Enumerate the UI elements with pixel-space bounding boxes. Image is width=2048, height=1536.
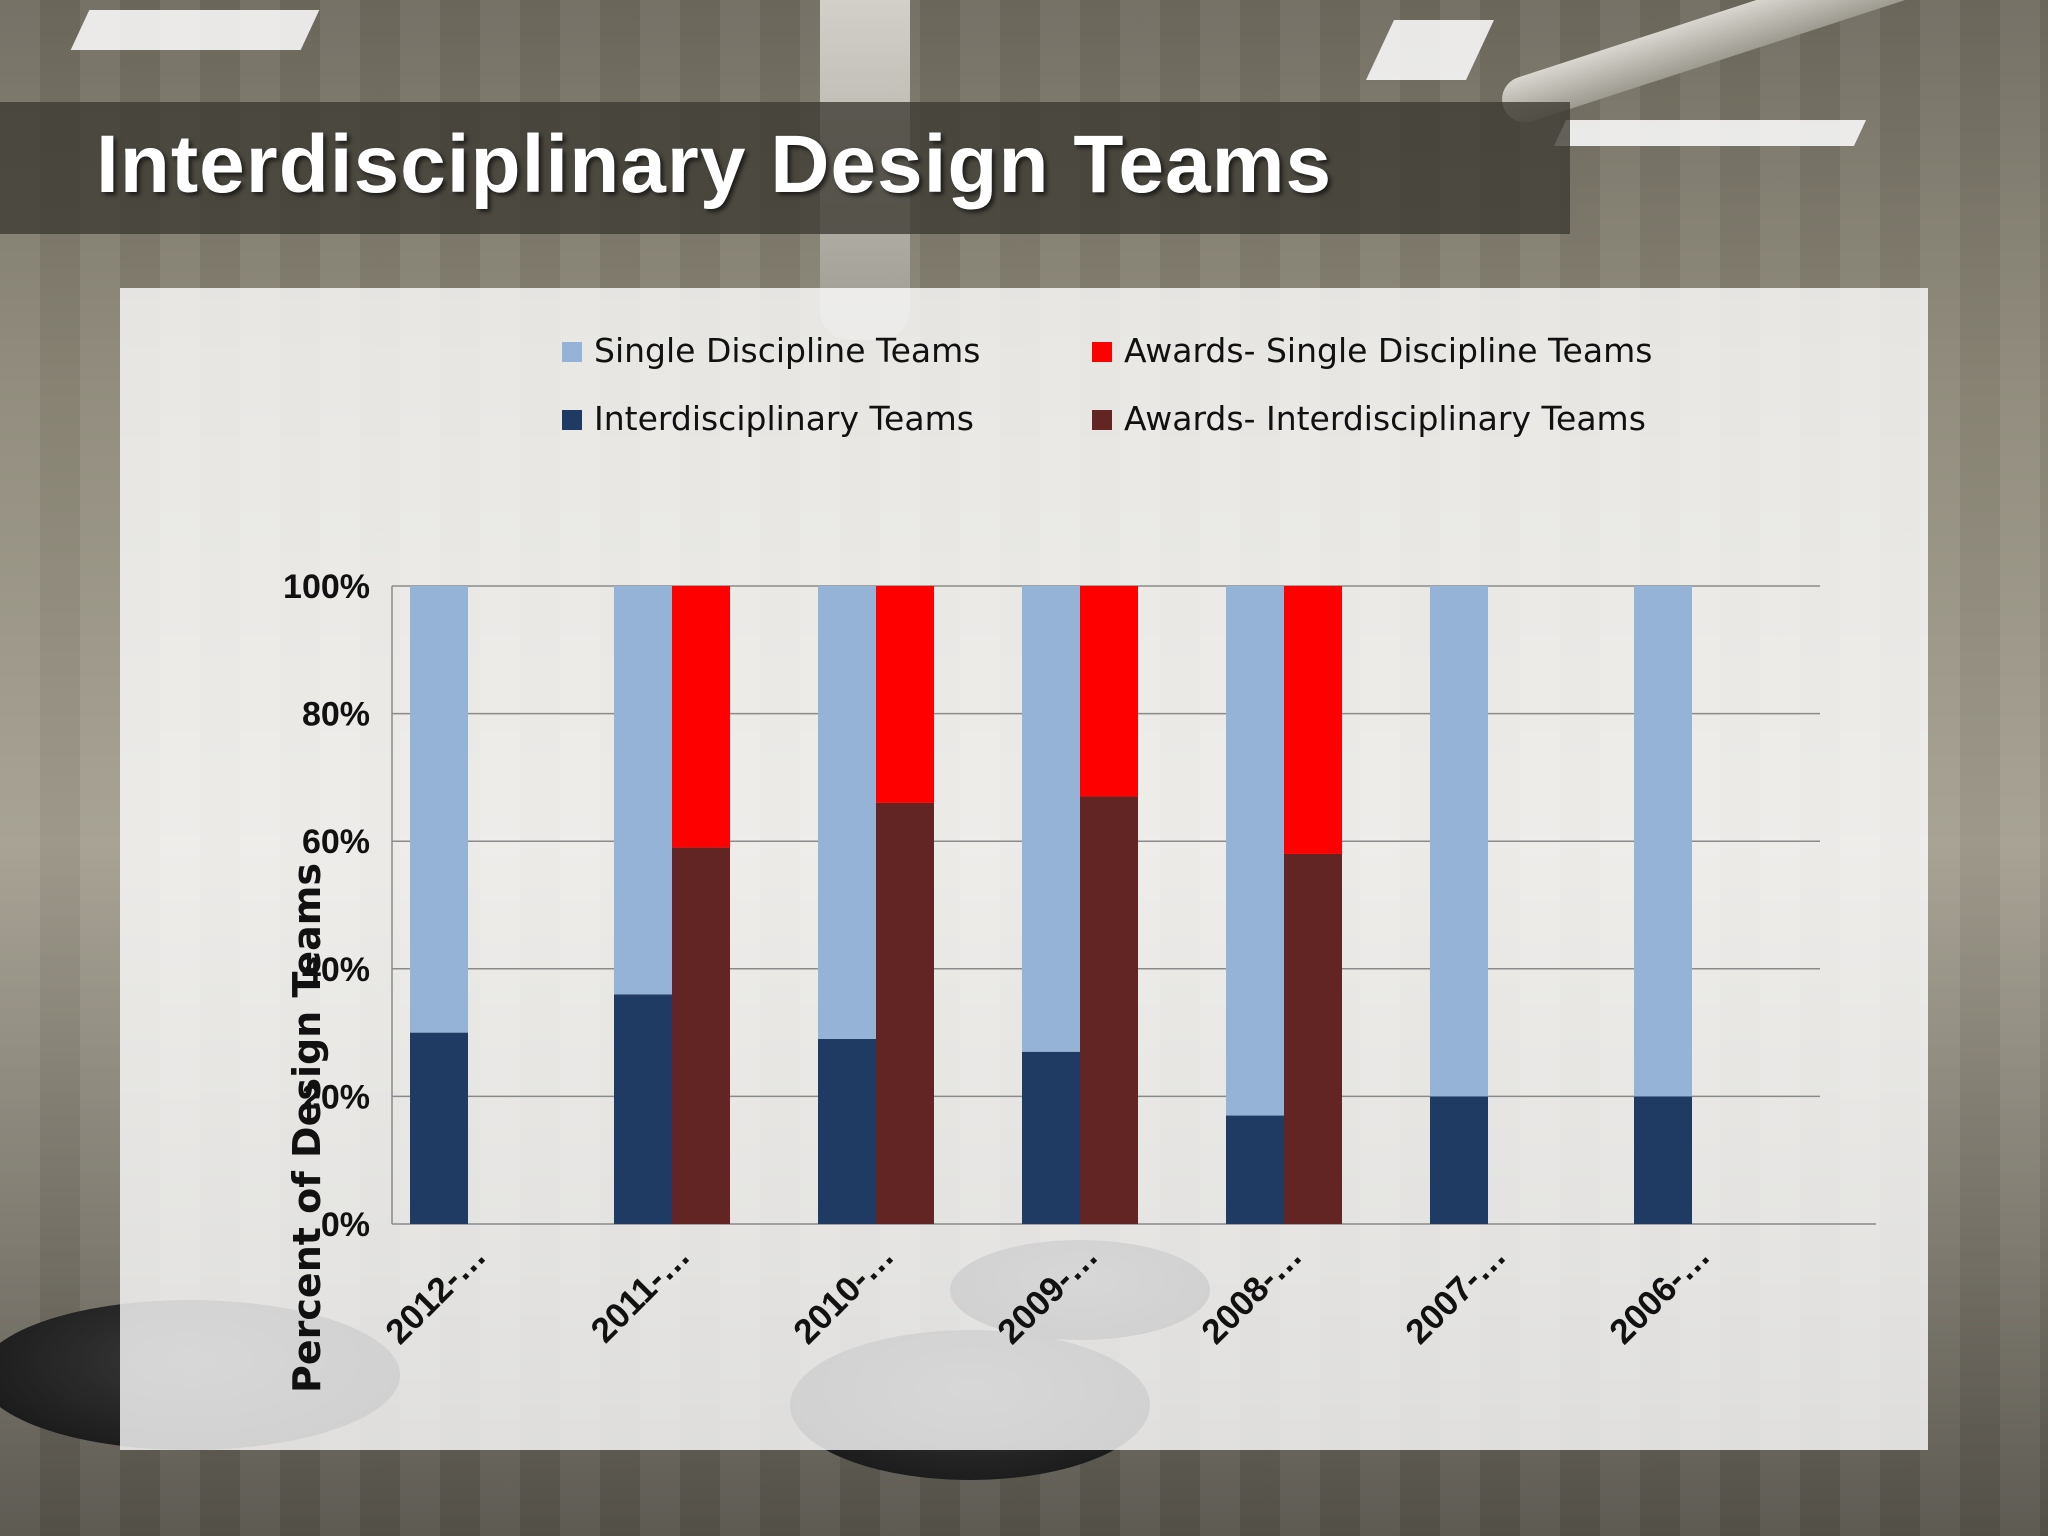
legend-swatch [1092, 342, 1112, 362]
bar-segment [672, 847, 730, 1224]
bar-segment [410, 1032, 468, 1224]
bar-segment [1080, 586, 1138, 797]
bar-segment [1430, 586, 1488, 1097]
y-tick-label: 60% [302, 823, 370, 861]
x-tick-label: 2011-… [583, 1236, 697, 1350]
legend-swatch [562, 342, 582, 362]
bar-segment [1430, 1096, 1488, 1224]
bar-segment [1284, 853, 1342, 1224]
y-tick-label: 100% [283, 568, 370, 606]
y-tick-labels: 0% 20% 40% 60% 80% 100% [283, 568, 370, 1244]
y-tick-label: 80% [302, 696, 370, 734]
x-tick-label: 2012-… [378, 1236, 494, 1352]
bar-segment [614, 994, 672, 1224]
bar-segment [1080, 796, 1138, 1224]
title-bar [0, 102, 1570, 234]
x-tick-label: 2007-… [1398, 1236, 1514, 1352]
x-tick-labels: 2012-… 2011-… 2010-… 2009-… 2008-… 2007-… 2006… [378, 1236, 1718, 1352]
bar-segment [614, 586, 672, 995]
y-tick-label: 20% [302, 1078, 370, 1116]
stacked-bar-chart: 0% 20% 40% 60% 80% 100% 2012-… 2011-… 2010-… 200… [283, 331, 1876, 1393]
x-tick-label: 2008-… [1194, 1236, 1310, 1352]
bar-segment [1022, 586, 1080, 1052]
bar-segment [1226, 586, 1284, 1116]
legend-label: Awards- Interdisciplinary Teams [1124, 399, 1646, 438]
legend-label: Awards- Single Discipline Teams [1124, 331, 1652, 370]
legend: Single Discipline Teams Awards- Single Di… [562, 331, 1652, 438]
chart-panel: 0% 20% 40% 60% 80% 100% 2012-… 2011-… 2010-… 200… [120, 288, 1928, 1450]
y-tick-label: 40% [302, 951, 370, 989]
bar-segment [1022, 1051, 1080, 1224]
bar-segment [672, 586, 730, 848]
legend-label: Single Discipline Teams [594, 331, 980, 370]
slide-title: Interdisciplinary Design Teams [96, 119, 1333, 210]
y-tick-label: 0% [321, 1206, 370, 1244]
x-tick-label: 2010-… [786, 1236, 902, 1352]
legend-label: Interdisciplinary Teams [594, 399, 974, 438]
x-tick-label: 2006-… [1602, 1236, 1718, 1352]
y-axis-label: Percent of Design Teams [285, 863, 329, 1393]
bar-segment [1226, 1115, 1284, 1224]
bar-segment [1284, 586, 1342, 854]
bar-segment [818, 1038, 876, 1224]
bar-segment [876, 802, 934, 1224]
bar-segment [1634, 586, 1692, 1097]
legend-swatch [562, 410, 582, 430]
x-tick-label: 2009-… [990, 1236, 1106, 1352]
bar-segment [876, 586, 934, 803]
bar-segment [1634, 1096, 1692, 1224]
bar-segment [410, 586, 468, 1033]
bar-segment [818, 586, 876, 1039]
legend-swatch [1092, 410, 1112, 430]
bars [410, 586, 1692, 1224]
